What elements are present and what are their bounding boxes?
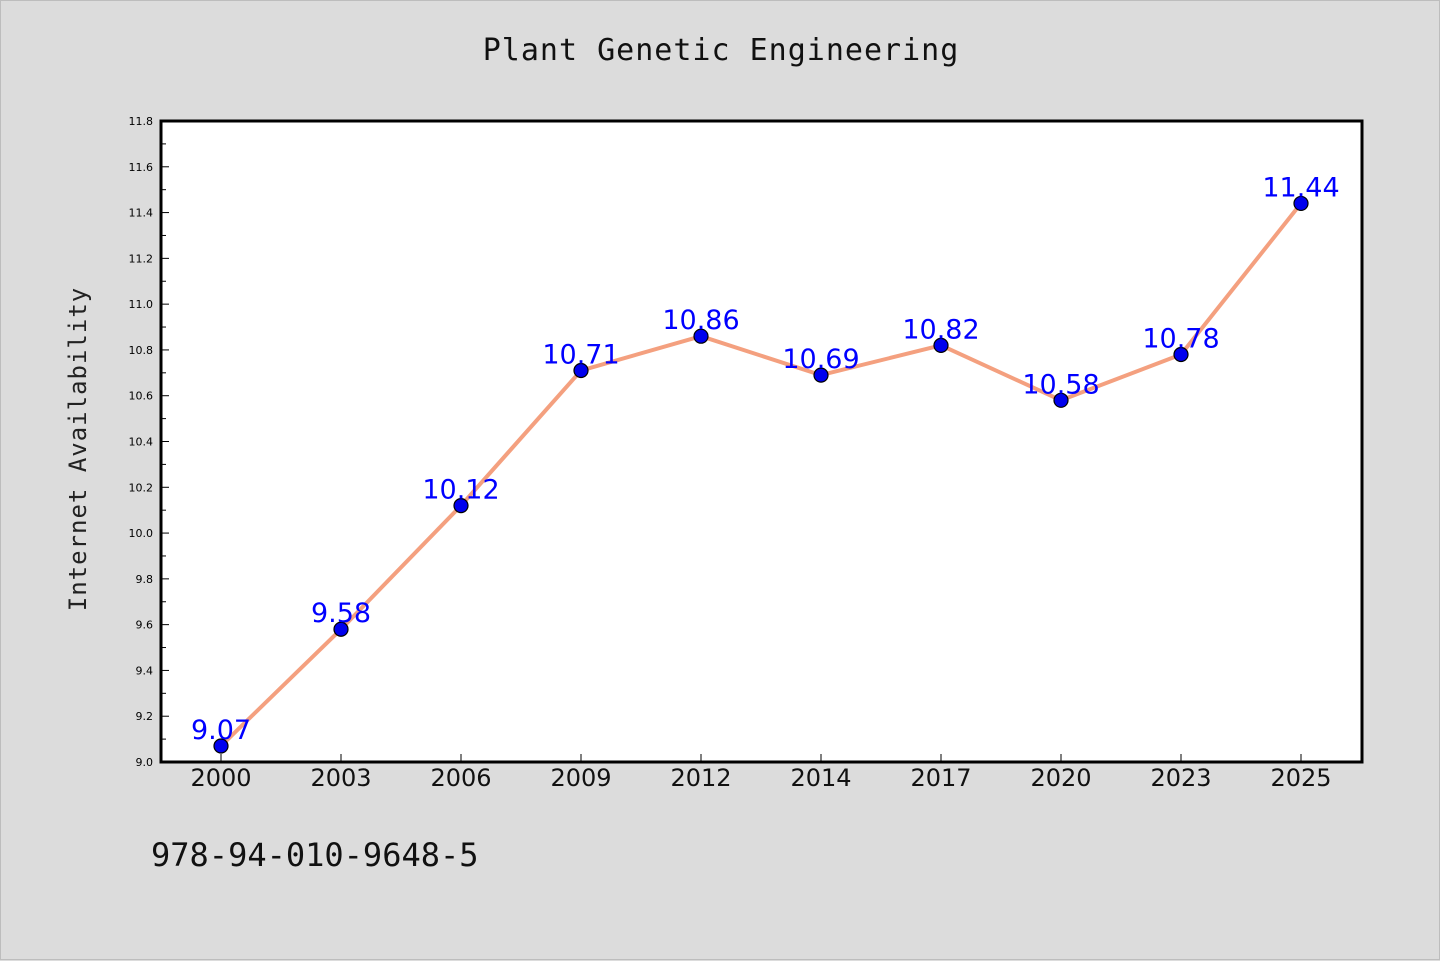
data-label: 10.69 <box>782 344 859 375</box>
x-tick-label: 2009 <box>550 764 611 792</box>
y-tick-label: 9.8 <box>136 573 154 586</box>
chart-title: Plant Genetic Engineering <box>482 33 960 68</box>
data-label: 9.58 <box>311 598 371 629</box>
y-tick-label: 10.8 <box>129 344 154 357</box>
data-point <box>813 367 829 383</box>
data-label: 10.71 <box>542 340 619 371</box>
data-point <box>1173 346 1189 363</box>
y-tick-label: 11.8 <box>129 115 154 128</box>
y-tick-label: 11.6 <box>129 161 154 174</box>
y-tick-label: 9.6 <box>136 619 154 632</box>
x-tick-label: 2006 <box>430 764 491 792</box>
data-point <box>693 328 709 344</box>
y-tick-label: 9.2 <box>136 710 154 723</box>
x-tick-label: 2012 <box>670 764 731 792</box>
data-point <box>573 362 589 379</box>
y-tick-label: 11.0 <box>129 298 154 311</box>
data-point <box>933 337 949 353</box>
data-point <box>333 621 349 637</box>
data-label: 10.82 <box>902 314 979 345</box>
x-tick-label: 2023 <box>1150 764 1211 792</box>
y-tick-label: 10.0 <box>129 527 154 540</box>
data-point <box>1293 195 1309 212</box>
data-label: 11.44 <box>1262 172 1339 203</box>
y-tick-label: 9.0 <box>136 756 154 769</box>
y-tick-label: 10.6 <box>129 390 154 403</box>
data-label: 9.07 <box>191 715 251 746</box>
y-tick-label: 11.4 <box>129 207 154 220</box>
x-tick-label: 2025 <box>1270 764 1331 792</box>
data-label: 10.78 <box>1142 324 1219 355</box>
series-line <box>219 202 1303 748</box>
data-point <box>453 498 469 514</box>
x-tick-label: 2017 <box>910 764 971 792</box>
y-tick-label: 9.4 <box>136 664 154 677</box>
data-label: 10.86 <box>662 305 739 336</box>
x-tick-label: 2000 <box>190 764 251 792</box>
data-point <box>213 738 229 754</box>
isbn-text: 978-94-010-9648-5 <box>151 836 479 874</box>
x-tick-label: 2020 <box>1030 764 1091 792</box>
y-tick-label: 11.2 <box>129 252 154 265</box>
x-tick-label: 2014 <box>790 764 851 792</box>
data-label: 10.58 <box>1022 369 1099 400</box>
x-tick-label: 2003 <box>310 764 371 792</box>
plot-area <box>159 119 1364 764</box>
y-tick-label: 10.4 <box>129 436 154 449</box>
data-point <box>1053 392 1069 408</box>
data-label: 10.12 <box>422 475 499 506</box>
y-tick-label: 10.2 <box>129 481 154 494</box>
